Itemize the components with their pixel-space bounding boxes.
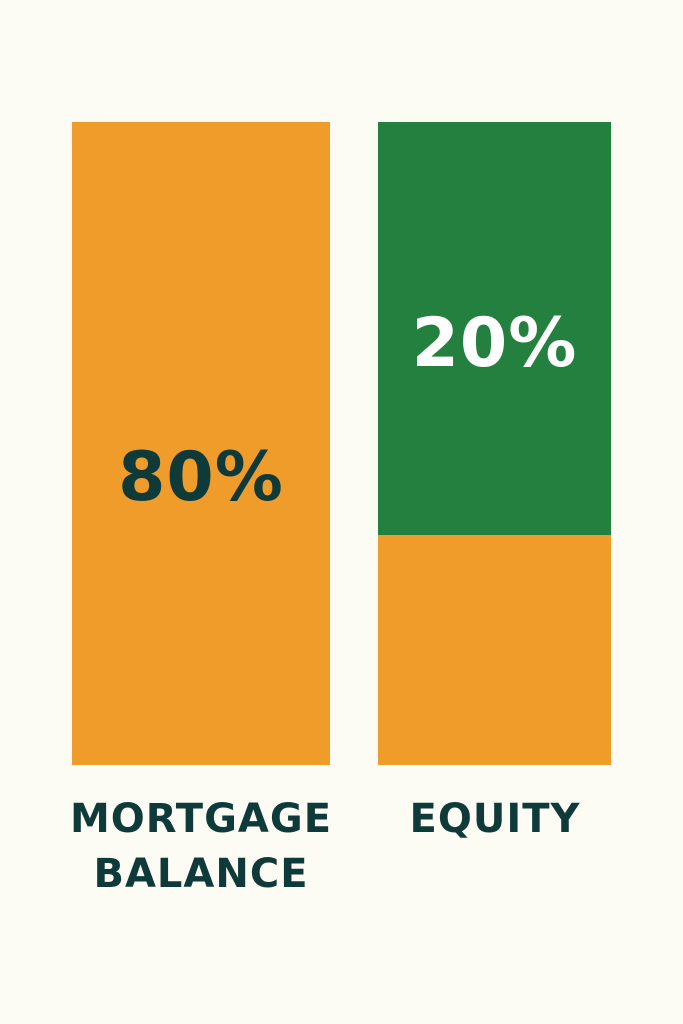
category-label-mortgage: MORTGAGE BALANCE (50, 792, 352, 902)
category-label-line: BALANCE (93, 851, 309, 897)
value-label-mortgage: 80% (118, 438, 284, 517)
category-label-line: MORTGAGE (69, 796, 333, 842)
bar-mortgage-balance: 80% (72, 122, 330, 765)
category-label-equity: EQUITY (360, 792, 630, 847)
value-label-equity: 20% (411, 304, 578, 383)
bar-equity: 20% (378, 122, 611, 535)
category-label-line: EQUITY (409, 796, 581, 842)
